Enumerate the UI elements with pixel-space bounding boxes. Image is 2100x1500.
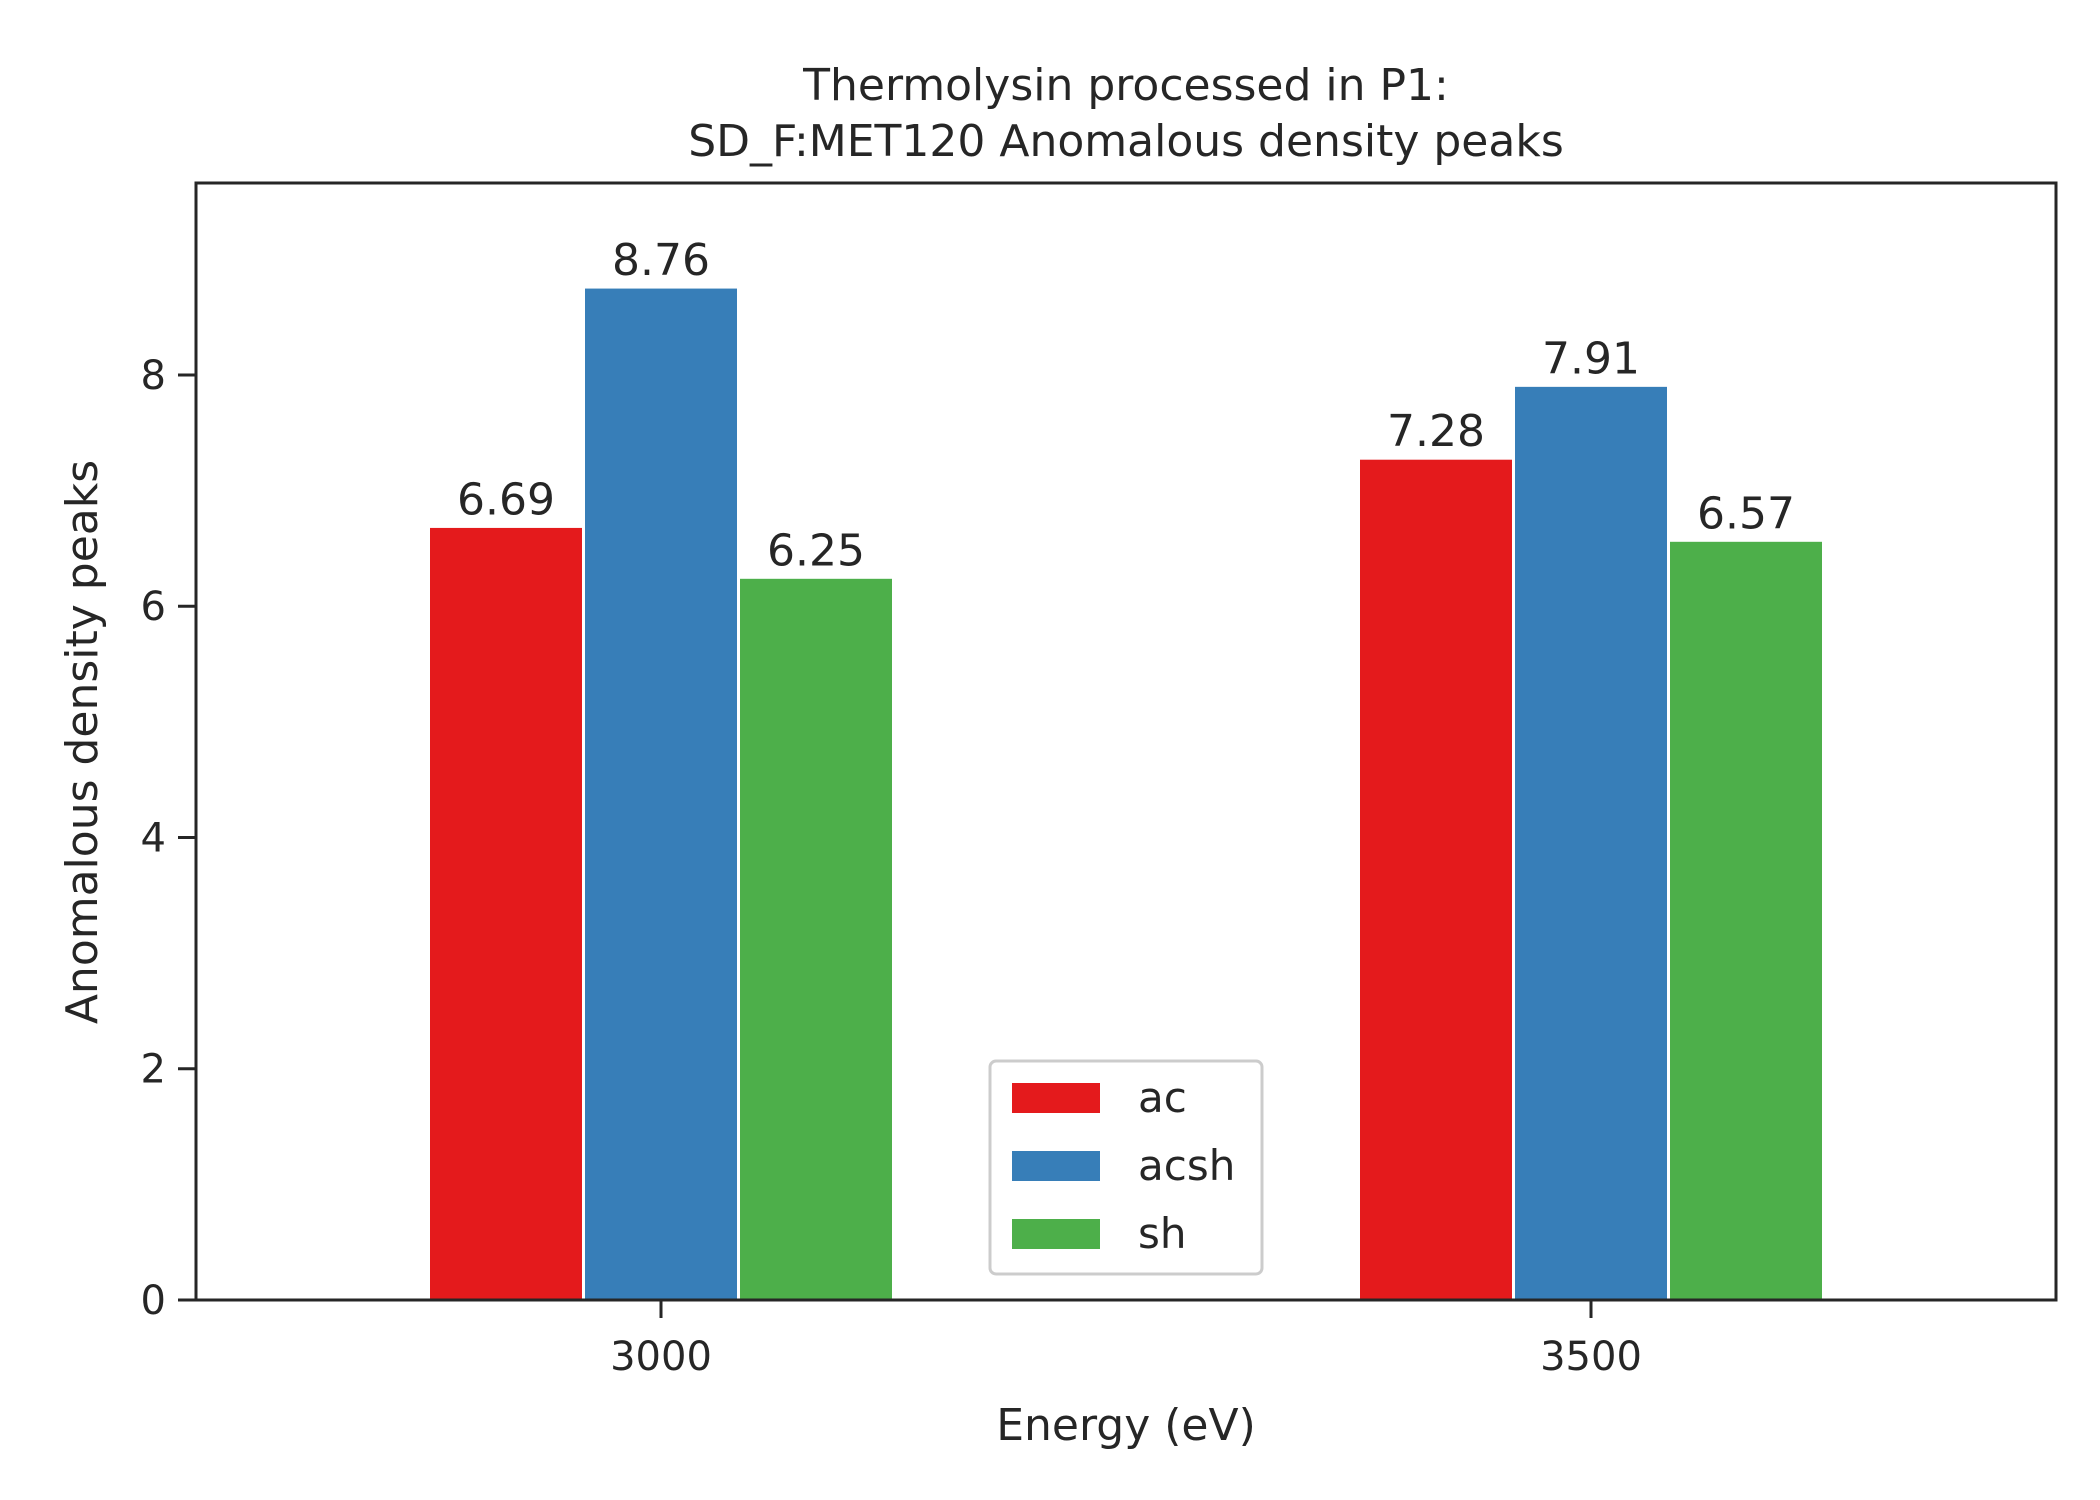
legend-label-acsh: acsh	[1138, 1141, 1235, 1190]
chart-subtitle: SD_F:MET120 Anomalous density peaks	[688, 116, 1564, 167]
bar-sh-3500	[1667, 538, 1825, 1302]
data-label-ac-3500: 7.28	[1387, 406, 1485, 457]
chart-title: Thermolysin processed in P1:	[802, 60, 1449, 111]
legend-label-sh: sh	[1138, 1209, 1187, 1258]
y-tick-label-8: 8	[141, 353, 166, 399]
y-tick-label-4: 4	[141, 815, 166, 861]
data-labels-layer: 6.69 8.76 6.25 7.28 7.91 6.57	[457, 235, 1795, 576]
bar-ac-3000	[427, 524, 585, 1302]
data-label-acsh-3000: 8.76	[612, 235, 710, 286]
y-tick-label-0: 0	[141, 1278, 166, 1324]
y-tick-label-2: 2	[141, 1047, 166, 1093]
bars-layer	[427, 285, 1825, 1302]
legend-swatch-sh	[1012, 1219, 1100, 1249]
x-tick-label-3500: 3500	[1540, 1334, 1642, 1380]
legend-swatch-acsh	[1012, 1151, 1100, 1181]
y-axis: 0 2 4 6 8	[141, 353, 196, 1324]
x-axis: 3000 3500	[610, 1300, 1642, 1380]
bar-acsh-3000	[582, 285, 740, 1302]
x-tick-label-3000: 3000	[610, 1334, 712, 1380]
plot-frame	[194, 181, 2058, 1302]
legend-label-ac: ac	[1138, 1073, 1187, 1122]
data-label-sh-3500: 6.57	[1697, 488, 1795, 539]
legend: ac acsh sh	[988, 1059, 1264, 1276]
x-axis-label: Energy (eV)	[996, 1400, 1256, 1451]
data-label-sh-3000: 6.25	[767, 525, 865, 576]
bar-sh-3000	[737, 575, 895, 1302]
bar-acsh-3500	[1512, 383, 1670, 1302]
data-label-ac-3000: 6.69	[457, 474, 555, 525]
bar-ac-3500	[1357, 456, 1515, 1302]
legend-swatch-ac	[1012, 1083, 1100, 1113]
y-axis-label: Anomalous density peaks	[57, 460, 108, 1024]
y-tick-label-6: 6	[141, 584, 166, 630]
data-label-acsh-3500: 7.91	[1542, 333, 1640, 384]
